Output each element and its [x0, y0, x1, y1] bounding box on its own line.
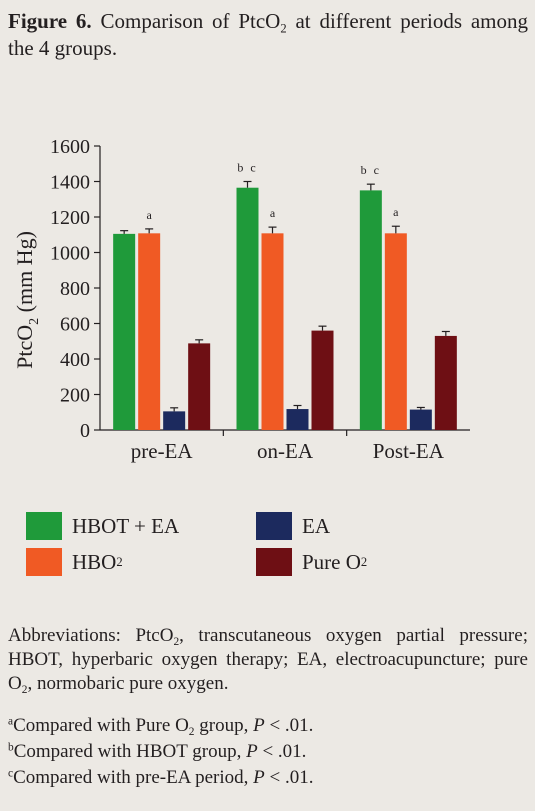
footnote-mark: b — [8, 741, 14, 754]
legend-label: Pure O — [302, 549, 361, 574]
bar-pure-o2 — [188, 343, 211, 430]
bar-ea — [286, 409, 309, 430]
footnote-a: aCompared with Pure O2 group, P < .01. — [8, 714, 528, 738]
bar-ea — [409, 409, 432, 430]
footnote-text: Compared with Pure O — [13, 715, 189, 736]
footnote-sub: 2 — [188, 725, 195, 738]
legend-label: EA — [302, 513, 330, 538]
y-tick-label: 1200 — [50, 207, 90, 229]
legend-swatch — [26, 512, 62, 540]
caption-text: Comparison of PtcO — [100, 9, 281, 33]
legend-swatch — [256, 512, 292, 540]
y-tick-label: 0 — [80, 420, 90, 442]
abbrev-text: Abbreviations: PtcO — [8, 625, 174, 646]
abbrev-text: , normobaric pure oxygen. — [27, 673, 229, 694]
abbreviations-note: Abbreviations: PtcO2, transcutaneous oxy… — [8, 624, 528, 696]
x-tick-label: Post-EA — [373, 439, 445, 463]
y-tick-label: 1400 — [50, 172, 90, 194]
footnote-mark: a — [8, 715, 14, 728]
footnote-text: Compared with HBOT group, — [13, 741, 247, 762]
significance-label: a — [393, 205, 399, 219]
footnote-text: group, — [194, 715, 254, 736]
bar-hbo2 — [384, 233, 407, 430]
legend-label: HBO — [72, 549, 117, 574]
significance-label: a — [270, 206, 276, 220]
significance-label: b c — [361, 163, 381, 177]
caption-text-end: at different periods among the 4 groups. — [8, 9, 529, 60]
abbrev-text: , transcutaneous oxygen partial pressure… — [8, 625, 528, 694]
bar-hbot-ea — [359, 190, 382, 430]
legend-item-hbot-ea: HBOT + EA — [26, 512, 179, 540]
y-tick-label: 400 — [60, 349, 90, 371]
y-tick-label: 600 — [60, 314, 90, 336]
figure-notes: Abbreviations: PtcO2, transcutaneous oxy… — [8, 624, 528, 792]
footnote-text: Compared with pre-EA period, — [13, 767, 254, 788]
bar-hbot-ea — [113, 233, 136, 430]
bar-chart: 0 200 400 600 800 1000 1200 1400 1600 PtcO2 (mm H… — [12, 136, 470, 463]
bar-hbot-ea — [236, 187, 259, 430]
footnote-tail: < .01. — [257, 741, 307, 762]
footnote-tail: < .01. — [264, 767, 314, 788]
y-tick-label: 200 — [60, 385, 90, 407]
legend-swatch — [256, 548, 292, 576]
footnote-b: bCompared with HBOT group, P < .01. — [8, 740, 528, 764]
bar-hbo2 — [261, 233, 284, 430]
abbrev-sub: 2 — [173, 635, 180, 648]
footnote-p: P — [253, 767, 265, 788]
footnote-c: cCompared with pre-EA period, P < .01. — [8, 766, 528, 790]
footnote-p: P — [253, 715, 265, 736]
caption-subscript: 2 — [280, 21, 287, 36]
legend-swatch — [26, 548, 62, 576]
footnote-p: P — [246, 741, 258, 762]
significance-label: a — [147, 208, 153, 222]
significance-label: b c — [237, 161, 257, 175]
y-tick-label: 1000 — [50, 243, 90, 265]
abbrev-sub: 2 — [21, 683, 28, 696]
legend-item-hbo2: HBO 2 — [26, 548, 123, 576]
legend-label: HBOT + EA — [72, 513, 180, 538]
y-axis-label: PtcO2 (mm Hg) — [12, 231, 42, 369]
x-tick-label: on-EA — [257, 439, 314, 463]
figure-label: Figure 6. — [8, 9, 92, 33]
footnote-mark: c — [8, 767, 14, 780]
figure-caption: Figure 6. Comparison of PtcO2 at differe… — [8, 8, 528, 62]
bar-hbo2 — [138, 233, 161, 430]
bar-pure-o2 — [434, 335, 457, 430]
footnote-tail: < .01. — [264, 715, 314, 736]
y-tick-label: 1600 — [50, 136, 90, 158]
y-tick-label: 800 — [60, 278, 90, 300]
bar-pure-o2 — [311, 330, 334, 430]
legend-item-ea: EA — [256, 512, 330, 540]
bar-ea — [163, 411, 186, 430]
x-tick-label: pre-EA — [131, 439, 194, 463]
